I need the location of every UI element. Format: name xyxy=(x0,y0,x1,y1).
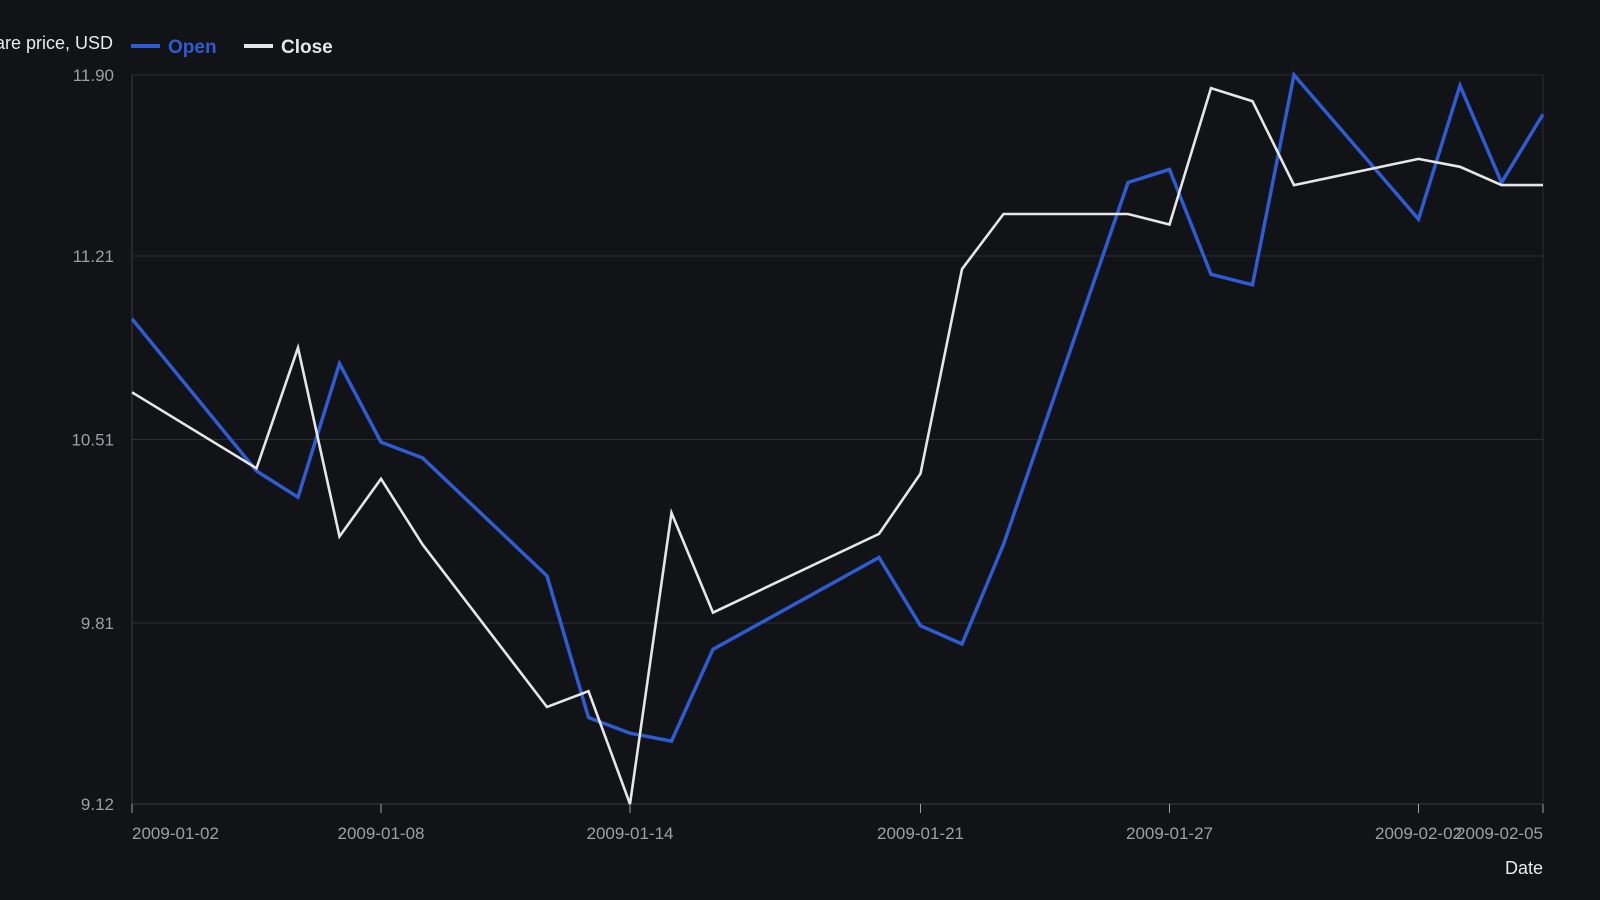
x-tick-label: 2009-01-14 xyxy=(587,824,674,843)
y-tick-label: 11.21 xyxy=(73,247,114,266)
x-tick-label: 2009-01-21 xyxy=(877,824,964,843)
x-tick-label: 2009-01-02 xyxy=(132,824,219,843)
x-tick-label: 2009-02-05 xyxy=(1456,824,1543,843)
x-axis-title: Date xyxy=(1505,858,1543,878)
axes: 9.12 9.81 10.51 11.21 11.90 2009-01-02 2009-01… xyxy=(71,66,1544,843)
y-tick-label: 10.51 xyxy=(71,431,114,450)
series-lines xyxy=(130,71,1545,805)
series-line-open xyxy=(130,71,1545,744)
legend-label-open: Open xyxy=(168,37,217,58)
series-line-close xyxy=(131,86,1543,805)
legend-label-close: Close xyxy=(281,37,333,58)
x-tick-label: 2009-01-27 xyxy=(1126,824,1213,843)
y-tick-label: 9.12 xyxy=(81,795,114,814)
y-tick-label: 9.81 xyxy=(81,614,114,633)
gridlines xyxy=(132,74,1544,805)
x-tick-label: 2009-02-02 xyxy=(1375,824,1462,843)
x-tick-label: 2009-01-08 xyxy=(338,824,425,843)
y-tick-label: 11.90 xyxy=(73,66,114,85)
y-axis-title: Share price, USD xyxy=(0,33,113,53)
legend: Share price, USD Open Close xyxy=(0,33,333,58)
